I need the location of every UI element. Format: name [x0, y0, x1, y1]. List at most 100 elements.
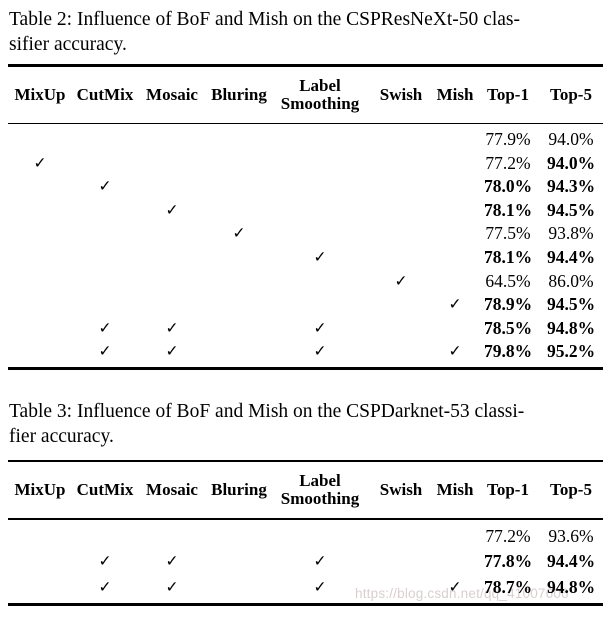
- top1-value: 64.5%: [485, 270, 531, 291]
- mid-rule: [8, 518, 603, 520]
- check-cell: ✓: [448, 578, 462, 596]
- table-row: ✓ 78.0% 94.3%: [8, 175, 603, 199]
- check-cell: ✓: [165, 578, 179, 596]
- table-row: ✓ 78.1% 94.5%: [8, 199, 603, 223]
- top1-value: 78.7%: [483, 576, 533, 597]
- top1-value: 77.2%: [485, 152, 531, 173]
- table-row: ✓ 64.5% 86.0%: [8, 270, 603, 294]
- check-cell: ✓: [98, 178, 112, 196]
- top1-value: 78.9%: [483, 294, 533, 315]
- check-cell: ✓: [165, 553, 179, 570]
- check-cell: ✓: [165, 343, 179, 361]
- top1-value: 77.2%: [485, 525, 531, 546]
- top-rule: [8, 459, 603, 463]
- top5-value: 94.5%: [546, 199, 596, 220]
- col-mixup: MixUp: [14, 480, 66, 500]
- check-cell: ✓: [98, 319, 112, 337]
- top5-value: 95.2%: [546, 341, 596, 362]
- table-row: ✓ ✓ ✓ 77.8% 94.4%: [8, 549, 603, 575]
- table2-header-row: MixUp CutMix Mosaic Bluring Label Smooth…: [8, 67, 603, 123]
- top1-value: 77.5%: [485, 223, 531, 244]
- label-smoothing-line2: Smoothing: [280, 489, 360, 509]
- col-top1: Top-1: [487, 480, 529, 500]
- top1-value: 78.0%: [483, 176, 533, 197]
- col-cutmix: CutMix: [76, 480, 134, 500]
- caption-line: sifier accuracy.: [9, 34, 127, 55]
- check-cell: ✓: [313, 578, 327, 596]
- col-top5: Top-5: [550, 84, 592, 104]
- table-row: ✓ ✓ ✓ ✓ 78.7% 94.8%: [8, 575, 603, 601]
- table-row: 77.9% 94.0%: [8, 128, 603, 152]
- table-row: ✓ ✓ ✓ ✓ 79.8% 95.2%: [8, 340, 603, 364]
- check-cell: ✓: [448, 343, 462, 361]
- top5-value: 94.8%: [546, 576, 596, 597]
- csdn-watermark: https://blog.csdn.net/qq_41007606: [355, 586, 569, 601]
- label-smoothing-line1: Label: [299, 471, 341, 491]
- top1-value: 78.5%: [483, 317, 533, 338]
- caption-line: Table 3: Influence of BoF and Mish on th…: [9, 400, 525, 422]
- check-cell: ✓: [394, 272, 408, 290]
- table2-caption: Table 2: Influence of BoF and Mish on th…: [9, 7, 602, 57]
- col-cutmix: CutMix: [76, 84, 134, 104]
- col-swish: Swish: [379, 84, 423, 104]
- top1-value: 78.1%: [483, 199, 533, 220]
- check-cell: ✓: [313, 248, 327, 266]
- table3-header-row: MixUp CutMix Mosaic Bluring Label Smooth…: [8, 462, 603, 518]
- table2-body: 77.9% 94.0% ✓ 77.2% 94.0% ✓ 78.0% 94.3%: [8, 124, 603, 367]
- table3-caption: Table 3: Influence of BoF and Mish on th…: [9, 399, 602, 449]
- check-cell: ✓: [33, 154, 47, 172]
- col-top1: Top-1: [487, 84, 529, 104]
- top5-value: 94.3%: [546, 176, 596, 197]
- col-bluring: Bluring: [211, 84, 267, 104]
- top-rule: [8, 64, 603, 67]
- top5-value: 94.4%: [546, 246, 596, 267]
- table-row: ✓ ✓ ✓ 78.5% 94.8%: [8, 317, 603, 341]
- top5-value: 94.0%: [546, 152, 596, 173]
- top1-value: 79.8%: [483, 341, 533, 362]
- top1-value: 77.9%: [485, 128, 531, 149]
- table2: MixUp CutMix Mosaic Bluring Label Smooth…: [8, 64, 603, 370]
- col-swish: Swish: [379, 480, 423, 500]
- table-row: ✓ 77.2% 94.0%: [8, 152, 603, 176]
- table3-body: 77.2% 93.6% ✓ ✓ ✓ 77.8% 94.4% ✓ ✓ ✓ ✓ 78…: [8, 520, 603, 604]
- label-smoothing-line2: Smoothing: [280, 93, 360, 113]
- check-cell: ✓: [313, 319, 327, 337]
- col-bluring: Bluring: [211, 480, 267, 500]
- check-cell: ✓: [232, 225, 246, 243]
- col-mish: Mish: [436, 480, 474, 500]
- table-row: 77.2% 93.6%: [8, 524, 603, 550]
- caption-line: Table 2: Influence of BoF and Mish on th…: [9, 9, 520, 30]
- top5-value: 93.6%: [548, 525, 594, 546]
- col-top5: Top-5: [550, 480, 592, 500]
- top5-value: 94.0%: [548, 128, 594, 149]
- check-cell: ✓: [313, 343, 327, 361]
- table-row: ✓ 78.1% 94.4%: [8, 246, 603, 270]
- top5-value: 94.4%: [546, 551, 596, 571]
- col-mosaic: Mosaic: [146, 84, 198, 104]
- caption-line: fier accuracy.: [9, 425, 114, 447]
- top5-value: 86.0%: [548, 270, 594, 291]
- check-cell: ✓: [165, 319, 179, 337]
- check-cell: ✓: [98, 553, 112, 570]
- top1-value: 77.8%: [483, 551, 533, 571]
- table-row: ✓ 78.9% 94.5%: [8, 293, 603, 317]
- check-cell: ✓: [98, 343, 112, 361]
- top5-value: 93.8%: [548, 223, 594, 244]
- top5-value: 94.8%: [546, 317, 596, 338]
- check-cell: ✓: [98, 578, 112, 596]
- label-smoothing-line1: Label: [299, 75, 341, 95]
- col-mixup: MixUp: [14, 84, 66, 104]
- check-cell: ✓: [165, 201, 179, 219]
- table-row: ✓ 77.5% 93.8%: [8, 222, 603, 246]
- mid-rule: [8, 122, 603, 124]
- col-label-smoothing: Label Smoothing: [272, 472, 368, 508]
- col-mish: Mish: [436, 84, 474, 104]
- top5-value: 94.5%: [546, 294, 596, 315]
- col-label-smoothing: Label Smoothing: [272, 75, 368, 113]
- bottom-rule: [8, 603, 603, 606]
- check-cell: ✓: [448, 296, 462, 314]
- col-mosaic: Mosaic: [146, 480, 198, 500]
- table3: MixUp CutMix Mosaic Bluring Label Smooth…: [8, 459, 603, 606]
- check-cell: ✓: [313, 553, 327, 570]
- top1-value: 78.1%: [483, 246, 533, 267]
